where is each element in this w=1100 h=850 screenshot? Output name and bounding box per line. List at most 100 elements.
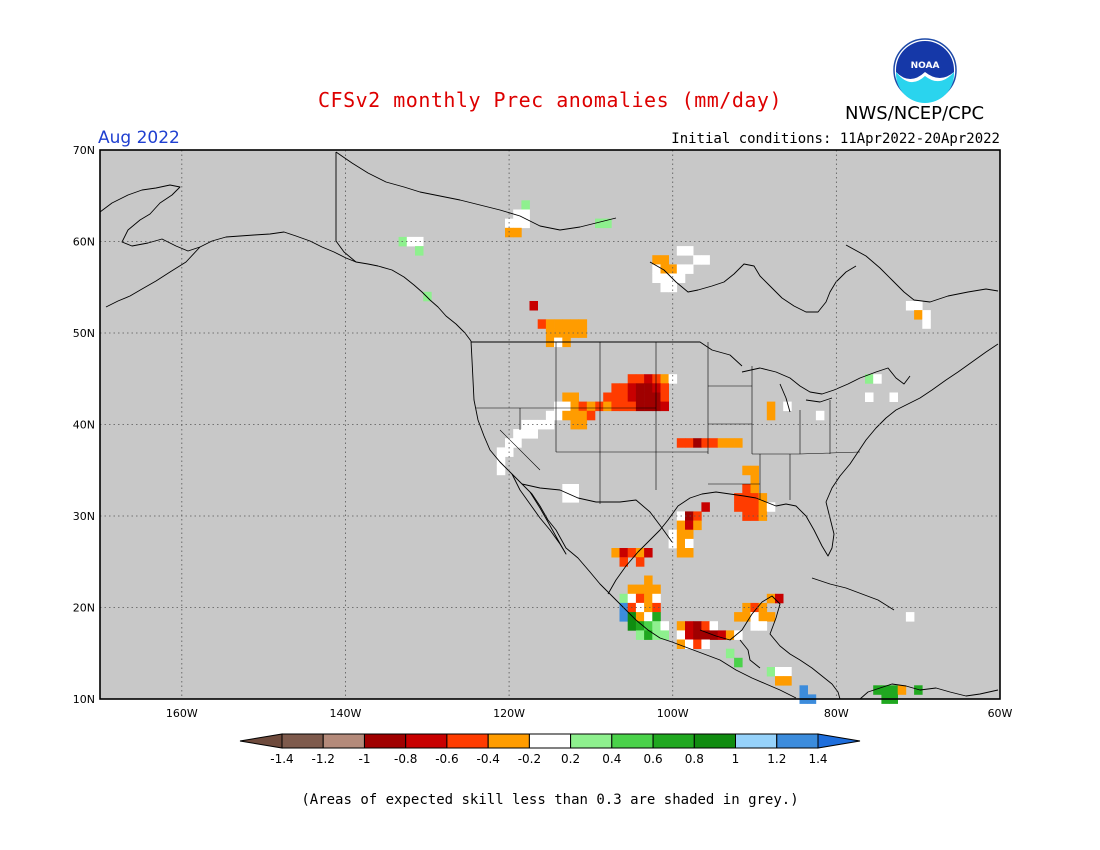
anomaly-cell: [685, 548, 694, 558]
longitude-tick-label: 80W: [824, 707, 849, 720]
colorbar-swatch: [281, 733, 324, 749]
anomaly-cell: [709, 438, 718, 448]
anomaly-cell: [758, 621, 768, 631]
colorbar-label: -0.4: [476, 752, 499, 766]
latitude-tick-label: 10N: [73, 693, 95, 706]
anomaly-cell: [505, 227, 514, 238]
coastline-gulf: [607, 491, 777, 595]
anomaly-cell: [865, 392, 874, 402]
coastline-alaska-peninsula: [105, 246, 201, 308]
anomaly-cell: [676, 246, 686, 256]
anomaly-cell: [644, 548, 653, 558]
anomaly-cell: [685, 438, 694, 448]
anomaly-cell: [635, 548, 645, 558]
anomaly-cell: [693, 639, 702, 649]
anomaly-cell: [521, 200, 530, 210]
anomaly-cell: [717, 630, 727, 640]
anomaly-cell: [635, 584, 645, 595]
anomaly-cell: [766, 401, 776, 412]
map-title: CFSv2 monthly Prec anomalies (mm/day): [317, 88, 783, 112]
anomaly-cell: [635, 557, 645, 567]
great-lakes: [741, 367, 835, 413]
anomaly-cell: [750, 602, 759, 613]
noaa-logo: NOAA: [893, 38, 957, 103]
anomaly-cell: [627, 593, 637, 604]
anomaly-cell: [554, 319, 563, 329]
colorbar-swatch: [487, 733, 530, 749]
anomaly-cell: [521, 209, 530, 219]
anomaly-cell: [685, 621, 694, 631]
anomaly-cell: [554, 410, 563, 421]
anomaly-cell: [734, 502, 743, 512]
anomaly-cell: [652, 621, 661, 631]
anomaly-cell: [603, 401, 612, 412]
anomaly-cell: [635, 401, 645, 412]
anomaly-cell: [742, 602, 751, 613]
anomaly-cell: [734, 438, 743, 448]
anomaly-cell: [644, 630, 653, 640]
anomaly-cell: [652, 273, 661, 283]
anomaly-cell: [668, 264, 678, 274]
colorbar-label: 0.2: [561, 752, 580, 766]
anomaly-cell: [521, 218, 530, 229]
anomaly-cell: [766, 502, 776, 512]
anomaly-cell: [668, 538, 678, 549]
map-frame: [99, 149, 1001, 700]
anomaly-cell: [758, 493, 768, 503]
anomaly-cell: [685, 520, 694, 531]
anomaly-cell: [766, 612, 776, 622]
coastline-hudson-bay: [649, 261, 857, 313]
colorbar-swatch: [405, 733, 448, 749]
anomaly-cell: [660, 392, 669, 402]
anomaly-cell: [619, 401, 628, 412]
anomaly-cell: [521, 429, 530, 439]
anomaly-cell: [734, 612, 743, 622]
anomaly-cell: [619, 548, 628, 558]
anomaly-cell: [423, 291, 432, 302]
anomaly-cell: [586, 401, 596, 412]
latitude-tick-label: 60N: [73, 236, 95, 249]
anomaly-cell: [644, 401, 653, 412]
coastline-cuba: [811, 577, 895, 611]
anomaly-cell: [676, 639, 686, 649]
coastlines-and-borders: [99, 151, 999, 700]
anomaly-cell: [660, 374, 669, 384]
coastline-labrador: [845, 244, 999, 303]
anomaly-cell: [693, 520, 702, 531]
anomaly-cell: [750, 465, 759, 476]
colorbar-label: 1.4: [808, 752, 827, 766]
agency-label: NWS/NCEP/CPC: [845, 103, 985, 124]
anomaly-cell: [652, 255, 661, 265]
anomaly-cell: [545, 319, 555, 329]
coastline-us-east: [825, 343, 999, 503]
anomaly-cell: [685, 538, 694, 549]
anomaly-cell: [513, 227, 522, 238]
anomaly-cell: [676, 630, 686, 640]
anomaly-cell: [652, 593, 661, 604]
colorbar-swatch: [528, 733, 572, 749]
anomaly-cell: [513, 429, 522, 439]
anomaly-cell: [652, 401, 661, 412]
anomaly-cell: [783, 676, 792, 686]
anomaly-cell: [603, 392, 612, 402]
anomaly-cell: [693, 621, 702, 631]
anomaly-cell: [627, 621, 637, 631]
anomaly-cell: [635, 392, 645, 402]
latitude-tick-label: 70N: [73, 144, 95, 157]
anomaly-cell: [685, 639, 694, 649]
anomaly-cell: [914, 685, 923, 695]
anomaly-cell: [660, 630, 669, 640]
border-guatemala: [739, 639, 761, 669]
anomaly-cell: [676, 621, 686, 631]
anomaly-cell: [693, 511, 702, 521]
colorbar: -1.4 -1.2 -1 -0.8 -0.6 -0.4 -0.2 0.2 0.4 0.6 0.8 1 1…: [239, 733, 861, 766]
coastline-alaska: [99, 184, 472, 342]
anomaly-cell: [644, 612, 653, 622]
anomaly-cell: [570, 484, 579, 494]
colorbar-swatch: [570, 733, 613, 749]
border-alaska-canada: [335, 152, 357, 263]
anomaly-cell: [701, 502, 710, 512]
longitude-tick-label: 140W: [330, 707, 362, 720]
anomaly-cell: [611, 548, 620, 558]
anomaly-cell: [644, 383, 653, 393]
